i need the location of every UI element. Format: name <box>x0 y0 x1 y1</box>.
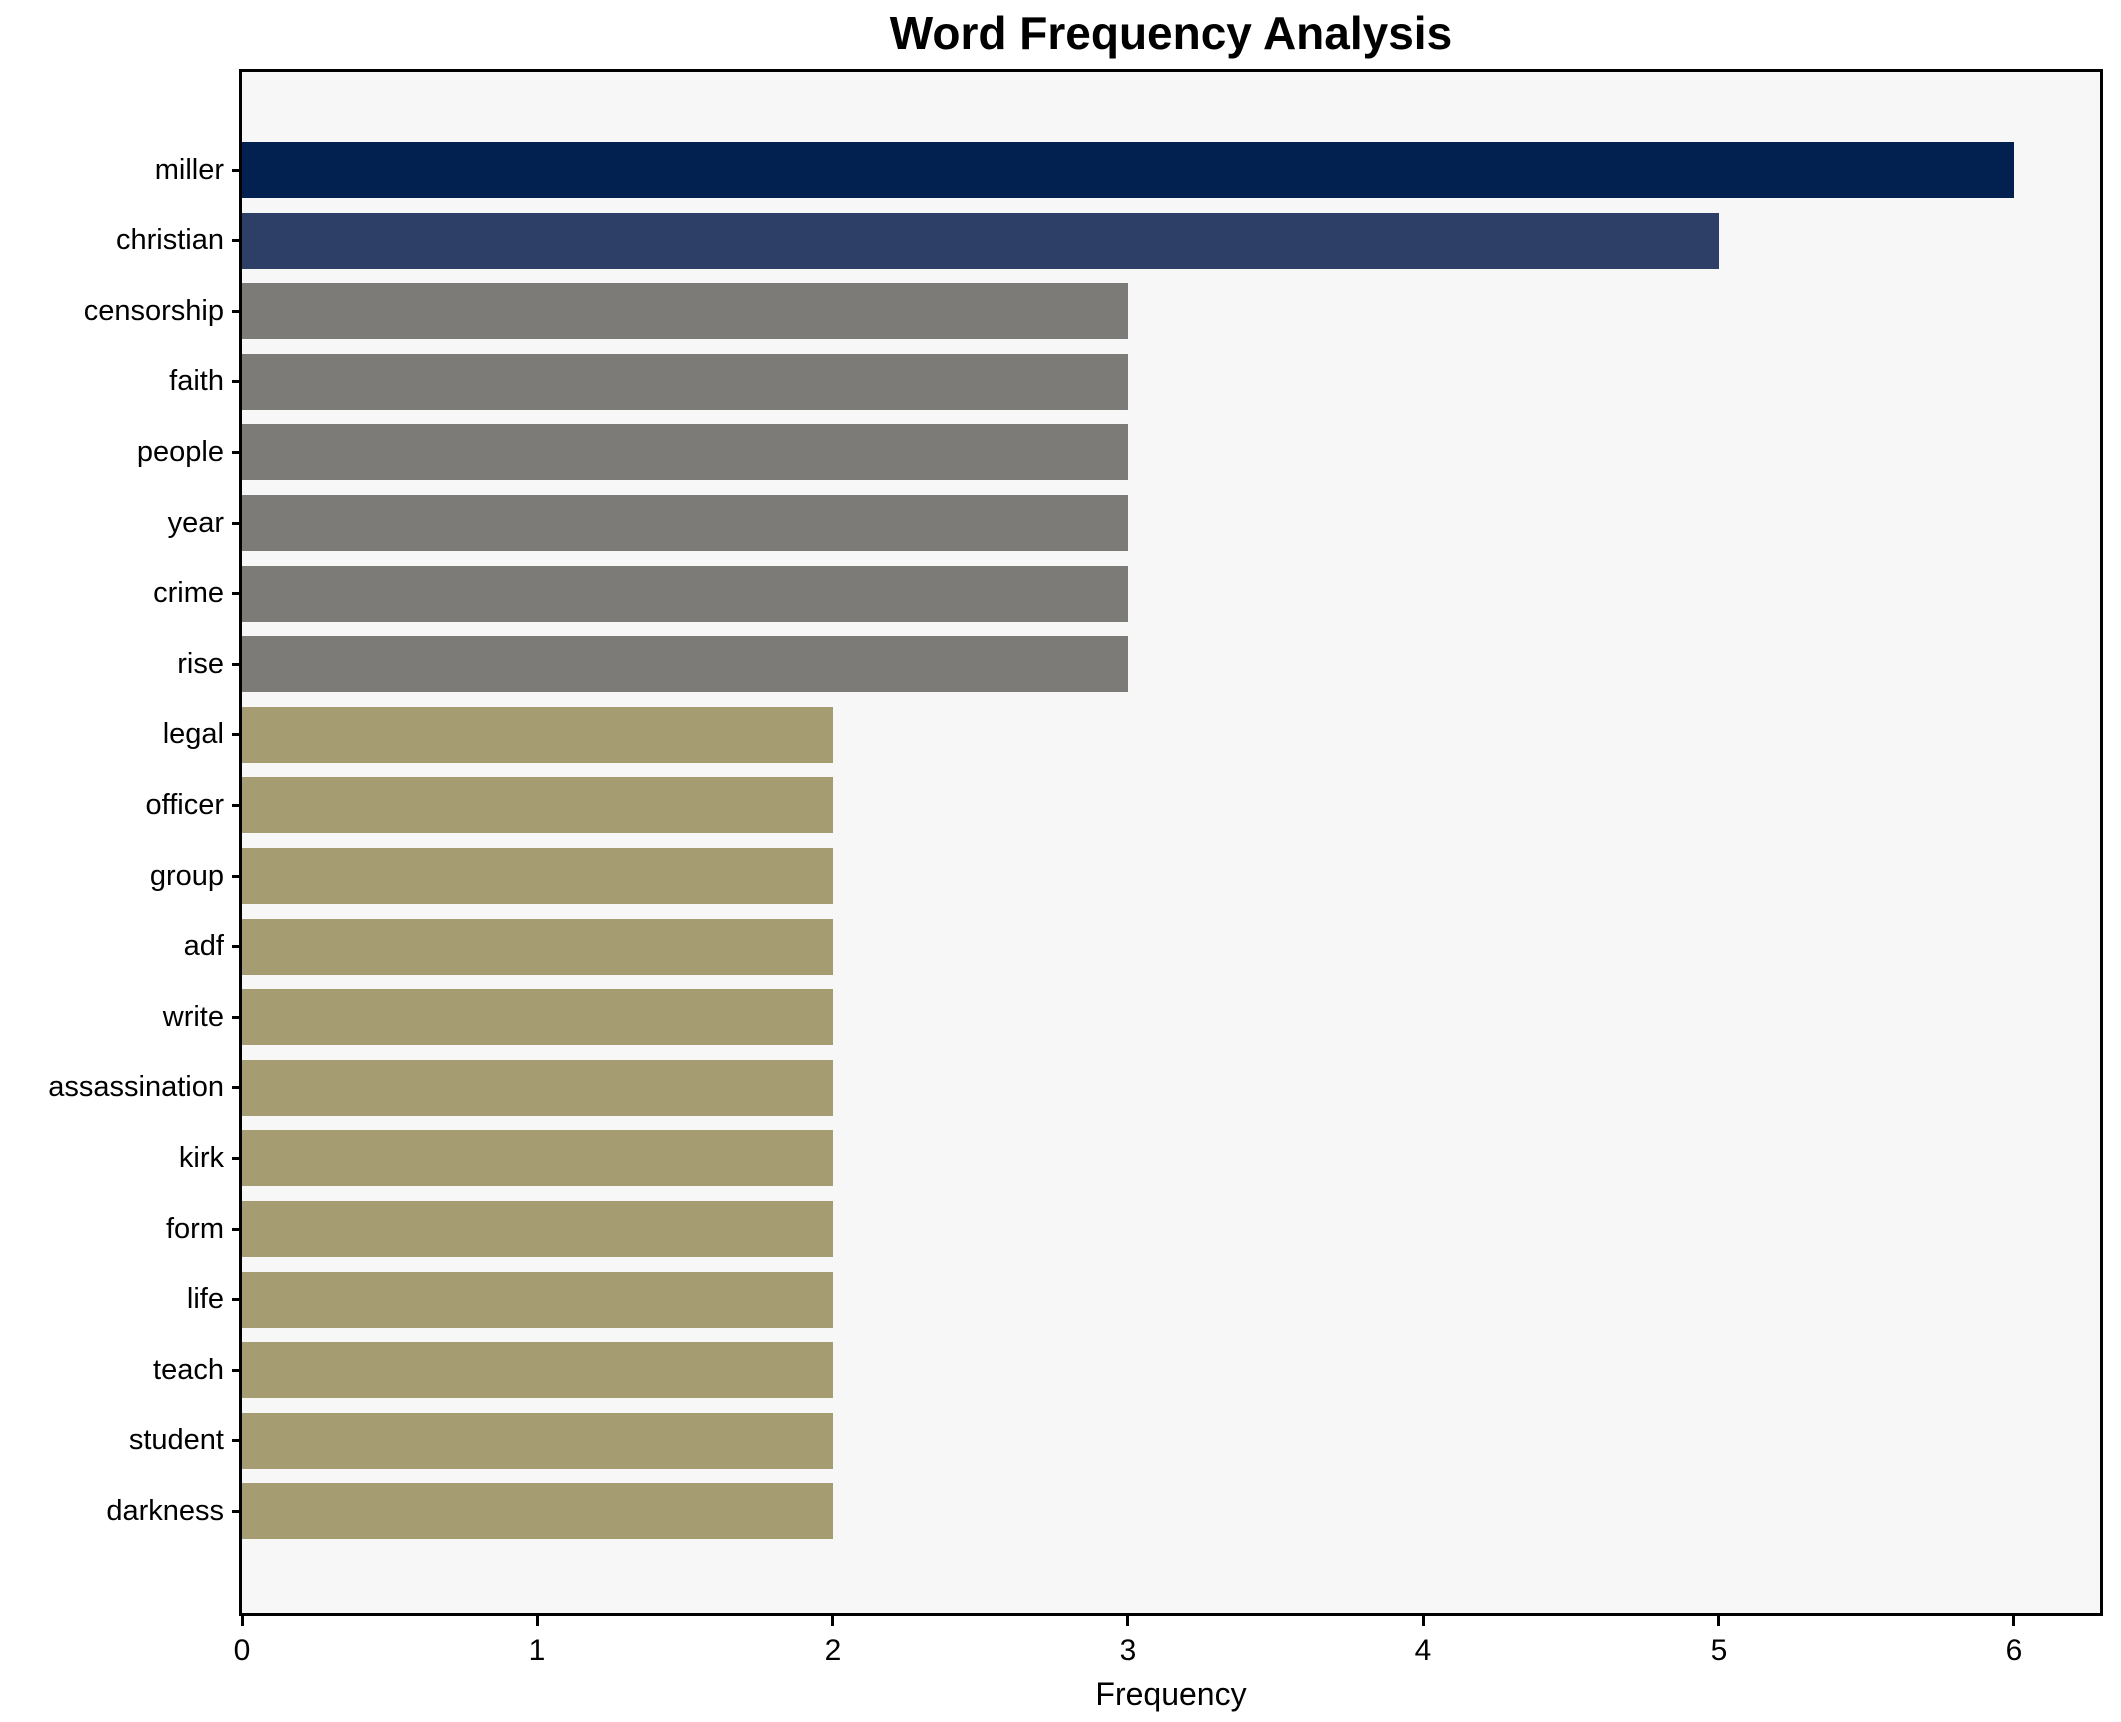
category-label-legal: legal <box>162 718 224 750</box>
category-label-faith: faith <box>169 365 224 397</box>
bar-teach <box>242 1342 833 1399</box>
bar-life <box>242 1271 833 1328</box>
category-label-teach: teach <box>153 1354 224 1386</box>
y-tick-teach <box>232 1369 241 1372</box>
y-tick-group <box>232 875 241 878</box>
y-tick-year <box>232 522 241 525</box>
y-tick-christian <box>232 239 241 242</box>
y-tick-rise <box>232 663 241 666</box>
bar-form <box>242 1201 833 1257</box>
x-tick-6 <box>2012 1616 2015 1626</box>
category-label-crime: crime <box>153 577 224 609</box>
y-tick-legal <box>232 733 241 736</box>
y-tick-faith <box>232 380 241 383</box>
x-tick-5 <box>1717 1616 1720 1626</box>
x-tick-label-6: 6 <box>2005 1634 2023 1667</box>
bar-officer <box>242 777 833 834</box>
category-label-censorship: censorship <box>83 295 224 327</box>
category-label-people: people <box>136 436 224 468</box>
x-tick-3 <box>1126 1616 1129 1626</box>
bar-assassination <box>242 1059 833 1116</box>
x-tick-label-4: 4 <box>1414 1634 1432 1667</box>
category-label-life: life <box>186 1283 224 1315</box>
category-label-adf: adf <box>183 930 224 962</box>
bar-miller <box>242 142 2014 198</box>
y-tick-crime <box>232 592 241 595</box>
bar-write <box>242 989 833 1046</box>
x-tick-label-3: 3 <box>1119 1634 1137 1667</box>
bar-people <box>242 424 1128 481</box>
category-label-christian: christian <box>116 224 224 256</box>
x-axis-title: Frequency <box>1095 1676 1247 1712</box>
x-tick-label-1: 1 <box>528 1634 546 1667</box>
bar-censorship <box>242 283 1128 340</box>
category-label-group: group <box>149 860 224 892</box>
bar-rise <box>242 636 1128 693</box>
x-tick-label-0: 0 <box>233 1634 251 1667</box>
category-label-rise: rise <box>177 648 224 680</box>
y-tick-student <box>232 1439 241 1442</box>
category-label-kirk: kirk <box>178 1142 224 1174</box>
bar-legal <box>242 706 833 763</box>
chart-title: Word Frequency Analysis <box>889 7 1453 59</box>
bar-faith <box>242 353 1128 410</box>
bar-student <box>242 1412 833 1469</box>
y-tick-darkness <box>232 1510 241 1513</box>
bar-kirk <box>242 1130 833 1187</box>
x-tick-2 <box>831 1616 834 1626</box>
category-label-form: form <box>166 1213 224 1245</box>
category-label-write: write <box>162 1001 224 1033</box>
y-tick-write <box>232 1016 241 1019</box>
bar-group <box>242 848 833 904</box>
bar-year <box>242 495 1128 551</box>
x-tick-label-2: 2 <box>824 1634 842 1667</box>
bar-crime <box>242 565 1128 622</box>
bar-darkness <box>242 1483 833 1540</box>
x-tick-4 <box>1422 1616 1425 1626</box>
y-tick-form <box>232 1228 241 1231</box>
y-tick-officer <box>232 804 241 807</box>
x-tick-1 <box>536 1616 539 1626</box>
y-tick-kirk <box>232 1157 241 1160</box>
x-tick-0 <box>241 1616 244 1626</box>
bar-christian <box>242 212 1719 269</box>
y-tick-miller <box>232 169 241 172</box>
category-label-assassination: assassination <box>48 1071 224 1103</box>
category-label-year: year <box>167 507 224 539</box>
category-label-officer: officer <box>145 789 224 821</box>
category-label-miller: miller <box>154 154 224 186</box>
y-tick-assassination <box>232 1086 241 1089</box>
bar-adf <box>242 918 833 975</box>
y-tick-censorship <box>232 310 241 313</box>
y-tick-people <box>232 451 241 454</box>
x-tick-label-5: 5 <box>1710 1634 1728 1667</box>
y-tick-adf <box>232 945 241 948</box>
plot-area <box>239 69 2103 1616</box>
category-label-student: student <box>128 1424 224 1456</box>
y-tick-life <box>232 1298 241 1301</box>
category-label-darkness: darkness <box>106 1495 224 1527</box>
